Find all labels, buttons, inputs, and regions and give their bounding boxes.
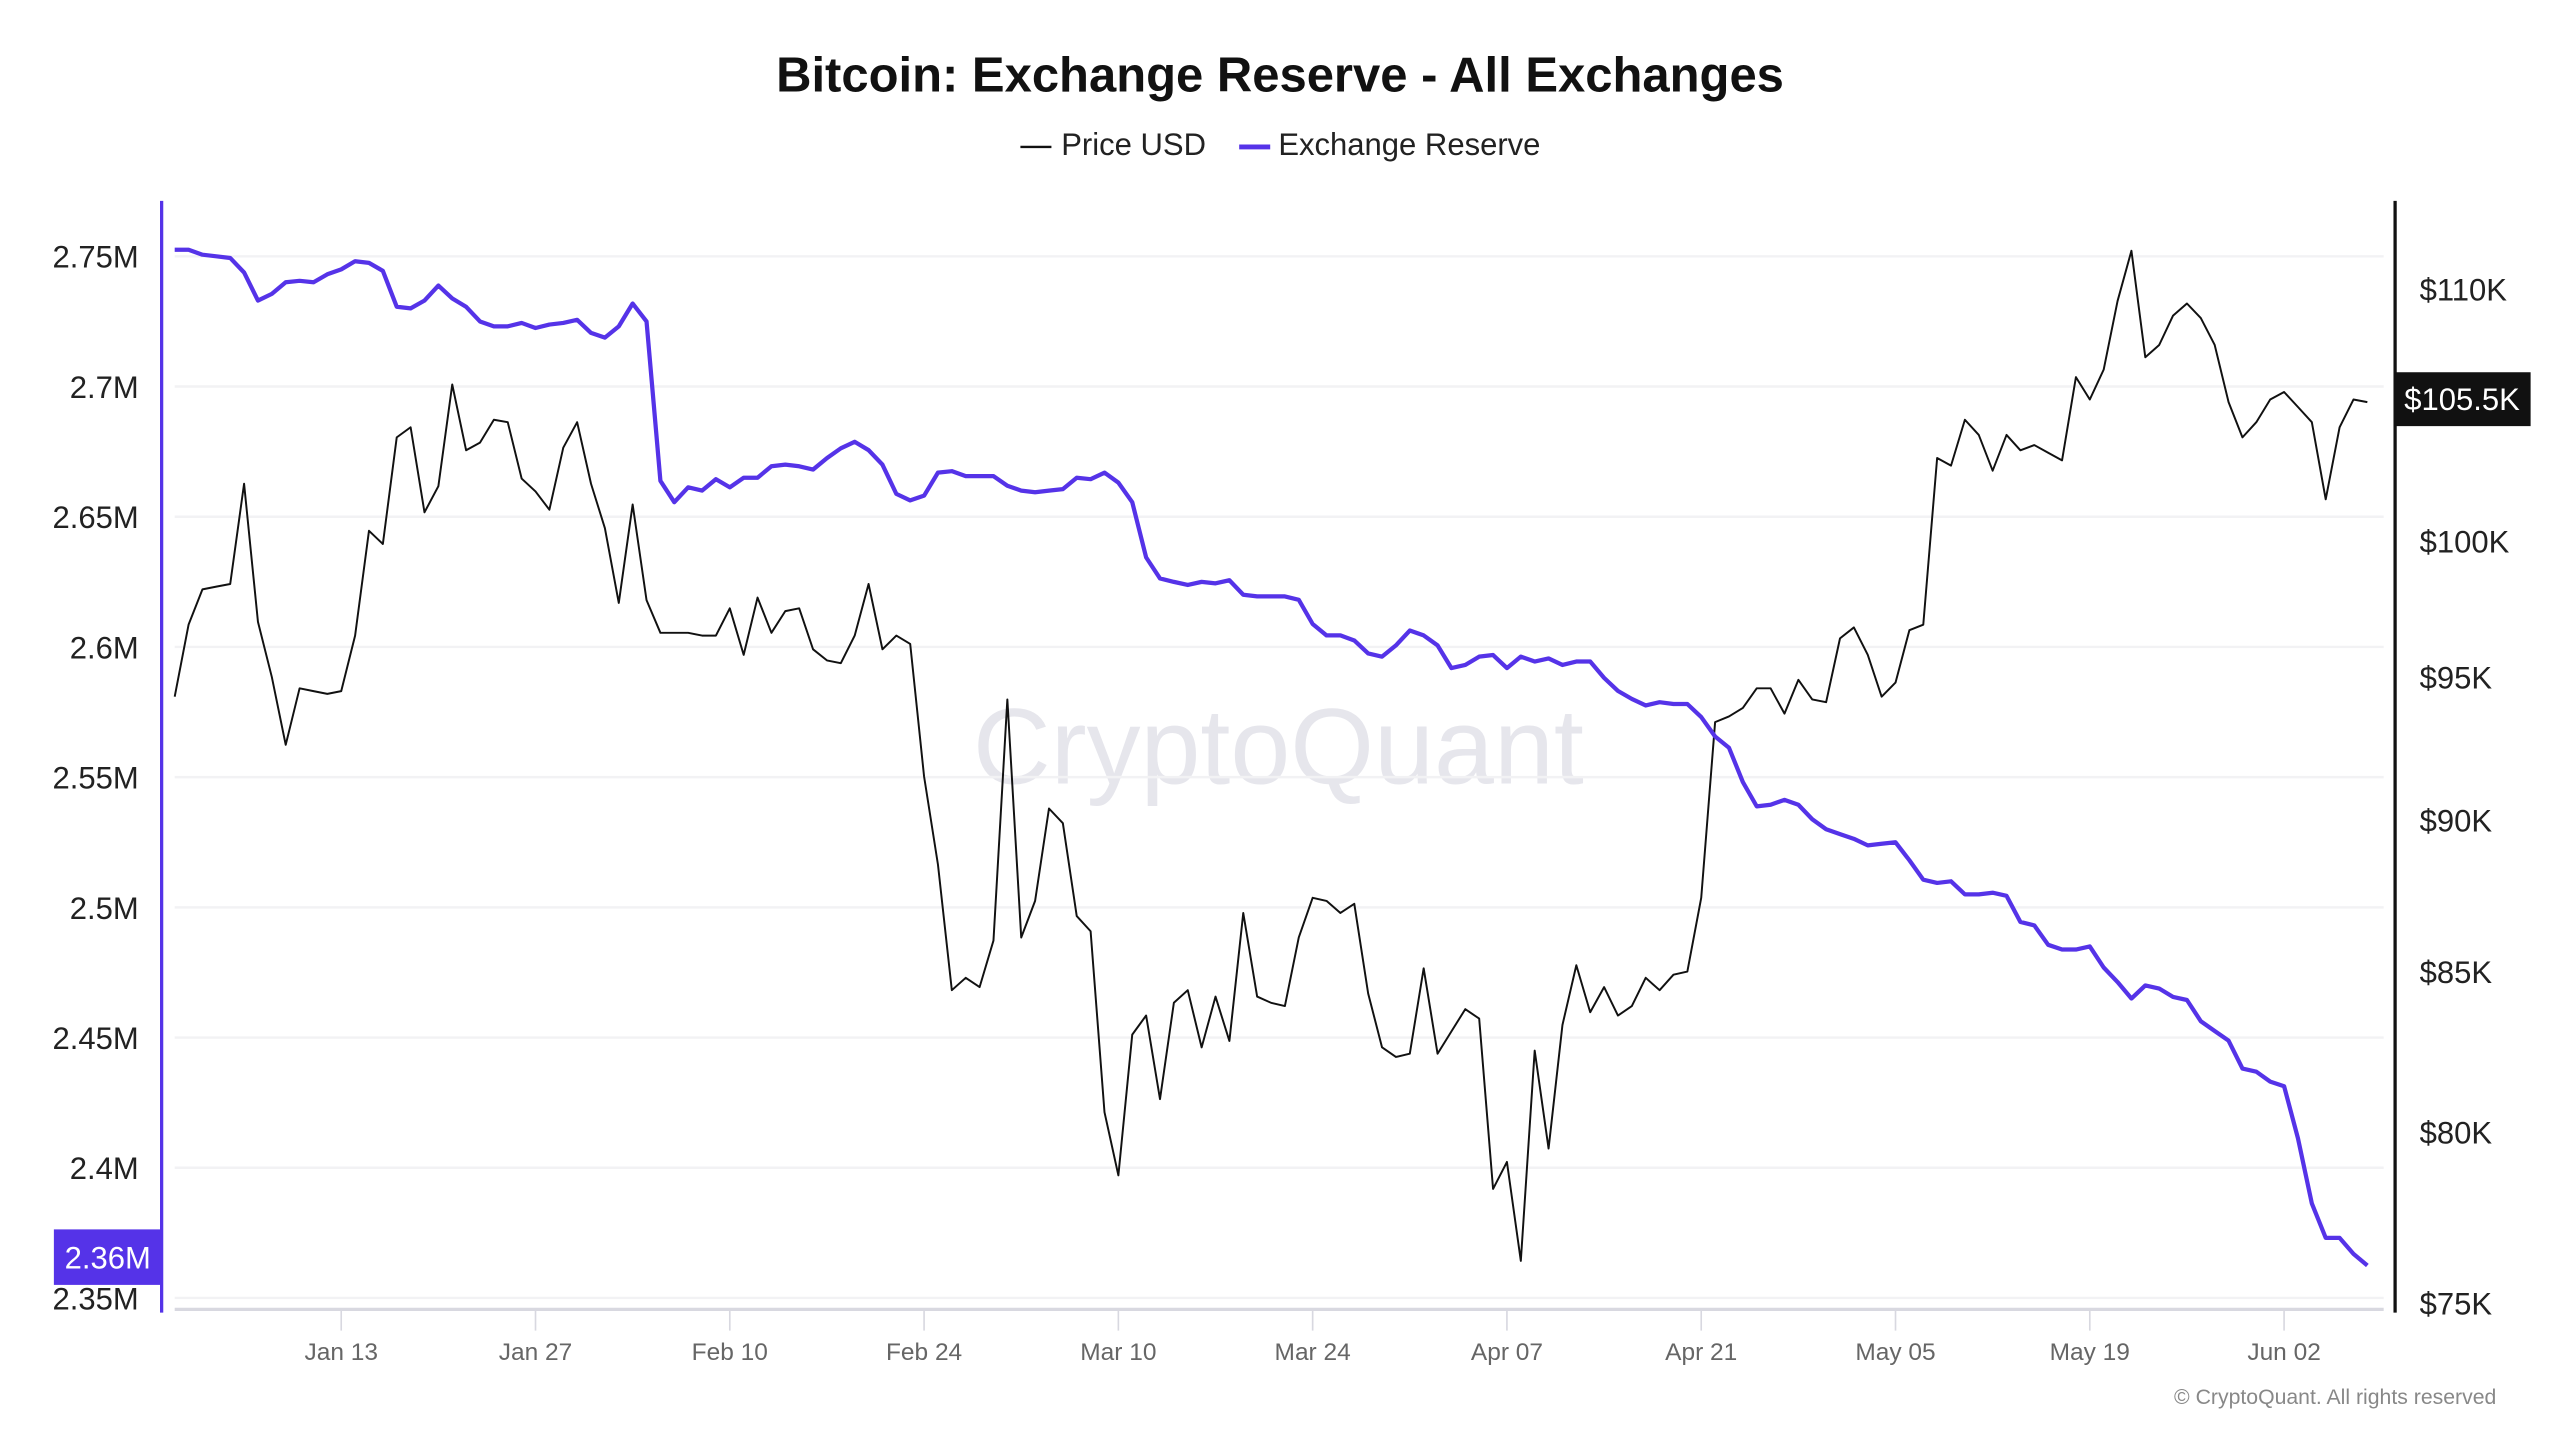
x-tick-label: Jun 02 xyxy=(2247,1339,2320,1366)
x-tick-label: Apr 07 xyxy=(1471,1339,1543,1366)
left-tick-label: 2.55M xyxy=(53,761,139,796)
x-tick-label: May 19 xyxy=(2050,1339,2130,1366)
right-axis-ticks: $110K $100K $95K $90K $85K $80K $75K xyxy=(2420,272,2510,1321)
x-tick-label: Mar 10 xyxy=(1080,1339,1156,1366)
right-tag-label: $105.5K xyxy=(2404,382,2520,417)
left-tick-label: 2.7M xyxy=(70,370,139,405)
right-tick-label: $75K xyxy=(2420,1286,2493,1321)
legend-label-reserve: Exchange Reserve xyxy=(1278,127,1540,162)
left-axis-ticks: 2.75M 2.7M 2.65M 2.6M 2.55M 2.5M 2.45M 2.4M 2.35… xyxy=(53,240,139,1317)
left-tick-label: 2.35M xyxy=(53,1281,139,1316)
right-tick-label: $80K xyxy=(2420,1115,2493,1150)
series-reserve xyxy=(174,247,2369,1268)
left-tick-label: 2.65M xyxy=(53,500,139,535)
legend-item-reserve[interactable]: Exchange Reserve xyxy=(1239,127,1540,162)
legend-item-price[interactable]: Price USD xyxy=(1020,127,1206,162)
price-line xyxy=(173,249,2368,1262)
x-tick-label: May 05 xyxy=(1855,1339,1935,1366)
left-tick-label: 2.5M xyxy=(70,891,139,926)
right-tag-box xyxy=(2395,372,2531,427)
watermark: CryptoQuant xyxy=(973,686,1584,807)
x-axis-ticks: Jan 13 Jan 27 Feb 10 Feb 24 Mar 10 Mar 24 Apr … xyxy=(304,1311,2321,1366)
left-tick-label: 2.6M xyxy=(70,630,139,665)
series-price xyxy=(173,249,2368,1262)
series-layer xyxy=(173,247,2369,1268)
right-current-value-tag: $105.5K xyxy=(2395,372,2531,427)
right-tick-label: $85K xyxy=(2420,955,2493,990)
right-tick-label: $110K xyxy=(2420,272,2508,307)
reserve-line xyxy=(174,247,2369,1268)
chart-title: Bitcoin: Exchange Reserve - All Exchange… xyxy=(776,48,1784,102)
left-tag-label: 2.36M xyxy=(65,1241,151,1276)
left-tag-box xyxy=(53,1229,161,1285)
x-tick-label: Apr 21 xyxy=(1665,1339,1737,1366)
left-tick-label: 2.4M xyxy=(70,1151,139,1186)
right-tick-label: $90K xyxy=(2420,804,2493,839)
copyright: © CryptoQuant. All rights reserved xyxy=(2174,1386,2496,1409)
left-tick-label: 2.75M xyxy=(53,240,139,275)
right-tick-label: $100K xyxy=(2420,525,2510,560)
x-tick-label: Feb 10 xyxy=(692,1339,768,1366)
x-tick-label: Jan 13 xyxy=(304,1339,377,1366)
legend: Price USD Exchange Reserve xyxy=(1020,127,1540,162)
x-tick-label: Jan 27 xyxy=(499,1339,572,1366)
x-tick-label: Feb 24 xyxy=(886,1339,962,1366)
x-tick-label: Mar 24 xyxy=(1275,1339,1351,1366)
left-current-value-tag: 2.36M xyxy=(53,1229,161,1285)
legend-label-price: Price USD xyxy=(1061,127,1206,162)
gridlines xyxy=(174,255,2384,1300)
left-tick-label: 2.45M xyxy=(53,1021,139,1056)
right-tick-label: $95K xyxy=(2420,661,2493,696)
